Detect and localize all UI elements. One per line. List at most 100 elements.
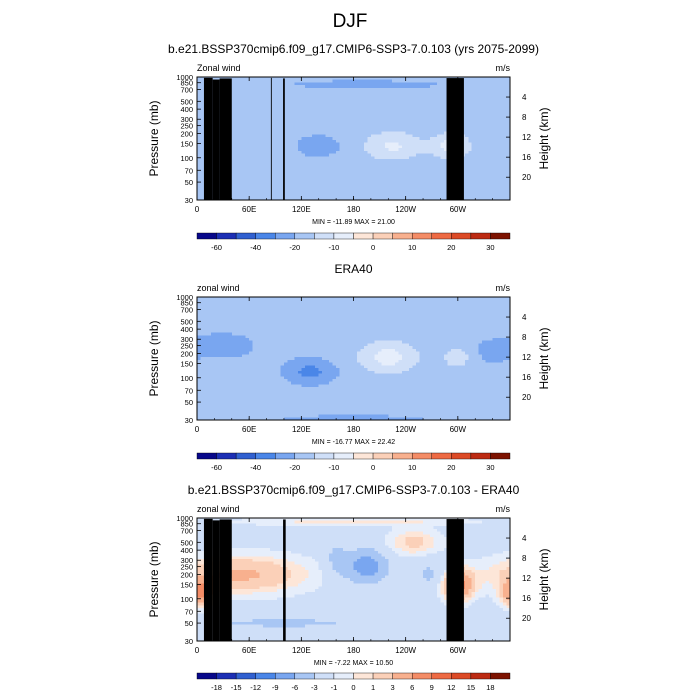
contour-cell xyxy=(471,90,476,94)
contour-cell xyxy=(409,112,414,116)
contour-cell xyxy=(496,159,501,163)
contour-cell xyxy=(433,107,438,111)
contour-cell xyxy=(329,142,334,146)
contour-cell xyxy=(339,180,344,185)
contour-cell xyxy=(297,139,302,144)
contour-cell xyxy=(384,109,389,114)
contour-cell xyxy=(377,90,382,94)
contour-cell xyxy=(468,104,473,108)
contour-cell xyxy=(270,194,275,198)
contour-cell xyxy=(384,107,389,111)
contour-cell xyxy=(197,159,201,163)
contour-cell xyxy=(203,403,208,407)
contour-cell xyxy=(485,131,490,135)
contour-cell xyxy=(436,134,441,138)
contour-cell xyxy=(259,145,264,149)
contour-cell xyxy=(214,310,219,314)
contour-cell xyxy=(506,107,511,111)
contour-cell xyxy=(249,128,254,133)
contour-cell xyxy=(374,189,379,193)
contour-cell xyxy=(231,175,236,179)
contour-cell xyxy=(224,409,229,413)
contour-cell xyxy=(471,112,476,116)
contour-cell xyxy=(270,161,275,165)
contour-cell xyxy=(332,167,337,171)
contour-cell xyxy=(426,159,431,163)
contour-cell xyxy=(468,169,473,174)
contour-cell xyxy=(273,112,278,116)
contour-cell xyxy=(391,120,396,124)
contour-cell xyxy=(325,90,330,94)
contour-cell xyxy=(499,189,504,193)
contour-cell xyxy=(245,183,250,187)
contour-cell xyxy=(290,77,295,81)
contour-cell xyxy=(398,145,403,149)
contour-cell xyxy=(276,109,281,114)
contour-cell xyxy=(482,164,487,168)
contour-cell xyxy=(356,96,361,100)
contour-cell xyxy=(416,159,421,163)
contour-cell xyxy=(482,178,487,182)
contour-cell xyxy=(412,164,417,168)
contour-cell xyxy=(210,299,215,303)
contour-cell xyxy=(245,180,250,185)
contour-cell xyxy=(301,156,306,160)
contour-cell xyxy=(231,169,236,174)
contour-cell xyxy=(290,98,295,103)
contour-cell xyxy=(210,389,215,394)
contour-cell xyxy=(290,169,295,174)
contour-cell xyxy=(430,169,434,174)
contour-cell xyxy=(426,178,431,182)
contour-cell xyxy=(231,191,236,196)
contour-cell xyxy=(398,109,403,114)
contour-cell xyxy=(210,335,215,339)
contour-cell xyxy=(391,118,396,122)
contour-cell xyxy=(238,172,243,176)
contour-cell xyxy=(426,175,431,179)
contour-cell xyxy=(210,302,215,306)
contour-cell xyxy=(235,115,240,119)
contour-cell xyxy=(440,153,445,157)
contour-cell xyxy=(381,189,386,193)
contour-cell xyxy=(273,123,278,127)
contour-cell xyxy=(350,131,354,135)
contour-cell xyxy=(197,329,201,334)
contour-cell xyxy=(315,189,320,193)
contour-cell xyxy=(363,79,368,83)
contour-cell xyxy=(224,335,229,339)
contour-cell xyxy=(238,414,243,418)
contour-cell xyxy=(231,335,236,339)
contour-cell xyxy=(266,186,271,190)
contour-cell xyxy=(259,109,264,114)
contour-cell xyxy=(256,128,261,133)
contour-cell xyxy=(263,156,268,160)
contour-cell xyxy=(217,417,222,421)
contour-cell xyxy=(325,169,330,174)
contour-cell xyxy=(301,164,306,168)
contour-cell xyxy=(276,107,281,111)
contour-cell xyxy=(430,77,434,81)
contour-cell xyxy=(419,104,424,108)
contour-cell xyxy=(228,365,233,369)
contour-cell xyxy=(443,139,448,144)
contour-cell xyxy=(443,150,448,155)
contour-cell xyxy=(436,161,441,165)
colorbar: -60 -40 -20 -10 0 10 20 30 xyxy=(196,232,511,252)
contour-cell xyxy=(329,131,334,135)
contour-cell xyxy=(350,180,354,185)
contour-cell xyxy=(203,400,208,405)
contour-cell xyxy=(297,150,302,155)
contour-cell xyxy=(499,126,504,130)
contour-cell xyxy=(287,123,292,127)
contour-cell xyxy=(304,93,309,97)
contour-cell xyxy=(398,159,403,163)
contour-cell xyxy=(329,115,334,119)
contour-cell xyxy=(440,82,445,86)
contour-cell xyxy=(471,101,476,105)
contour-cell xyxy=(270,115,275,119)
contour-cell xyxy=(315,126,320,130)
contour-cell xyxy=(489,96,494,100)
contour-cell xyxy=(294,153,299,157)
contour-cell xyxy=(436,85,441,89)
contour-cell xyxy=(280,112,285,116)
